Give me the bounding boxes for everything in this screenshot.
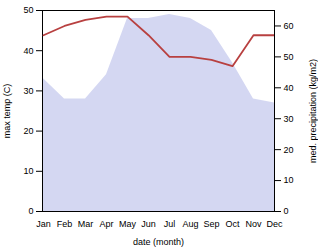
svg-text:Dec: Dec [266, 219, 283, 229]
svg-text:60: 60 [284, 21, 294, 31]
svg-text:date (month): date (month) [133, 237, 184, 247]
svg-text:40: 40 [23, 46, 33, 56]
svg-text:Sep: Sep [203, 219, 219, 229]
svg-text:Aug: Aug [182, 219, 198, 229]
svg-text:Nov: Nov [245, 219, 262, 229]
svg-text:Jun: Jun [141, 219, 156, 229]
svg-text:Feb: Feb [57, 219, 73, 229]
svg-text:20: 20 [284, 145, 294, 155]
svg-text:Mar: Mar [78, 219, 94, 229]
svg-text:Apr: Apr [99, 219, 113, 229]
svg-text:50: 50 [284, 52, 294, 62]
svg-text:0: 0 [284, 206, 289, 216]
svg-text:Jan: Jan [36, 219, 51, 229]
svg-text:20: 20 [23, 126, 33, 136]
svg-text:Jul: Jul [164, 219, 176, 229]
svg-text:May: May [119, 219, 137, 229]
svg-text:max temp (C): max temp (C) [2, 84, 12, 139]
svg-text:Oct: Oct [225, 219, 240, 229]
svg-text:0: 0 [28, 206, 33, 216]
svg-text:10: 10 [284, 175, 294, 185]
svg-text:50: 50 [23, 5, 33, 15]
svg-text:40: 40 [284, 83, 294, 93]
svg-text:10: 10 [23, 166, 33, 176]
svg-text:30: 30 [23, 86, 33, 96]
svg-text:med. precipitation (kg/m2): med. precipitation (kg/m2) [308, 59, 318, 163]
svg-text:30: 30 [284, 114, 294, 124]
